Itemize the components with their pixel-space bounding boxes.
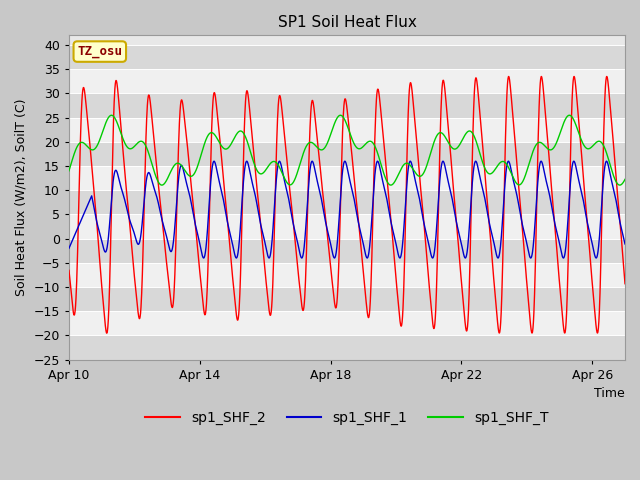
Bar: [69, 263, 625, 287]
Bar: [69, 287, 625, 311]
Bar: [69, 94, 625, 118]
Bar: [69, 190, 625, 215]
Y-axis label: Soil Heat Flux (W/m2), SoilT (C): Soil Heat Flux (W/m2), SoilT (C): [15, 99, 28, 296]
Legend: sp1_SHF_2, sp1_SHF_1, sp1_SHF_T: sp1_SHF_2, sp1_SHF_1, sp1_SHF_T: [140, 406, 554, 431]
Bar: [69, 142, 625, 166]
X-axis label: Time: Time: [595, 387, 625, 400]
Bar: [69, 166, 625, 190]
Bar: [69, 215, 625, 239]
Bar: [69, 239, 625, 263]
Bar: [69, 118, 625, 142]
Bar: [69, 336, 625, 360]
Bar: [69, 311, 625, 336]
Text: TZ_osu: TZ_osu: [77, 45, 122, 58]
Bar: [69, 45, 625, 69]
Bar: [69, 69, 625, 94]
Title: SP1 Soil Heat Flux: SP1 Soil Heat Flux: [278, 15, 417, 30]
